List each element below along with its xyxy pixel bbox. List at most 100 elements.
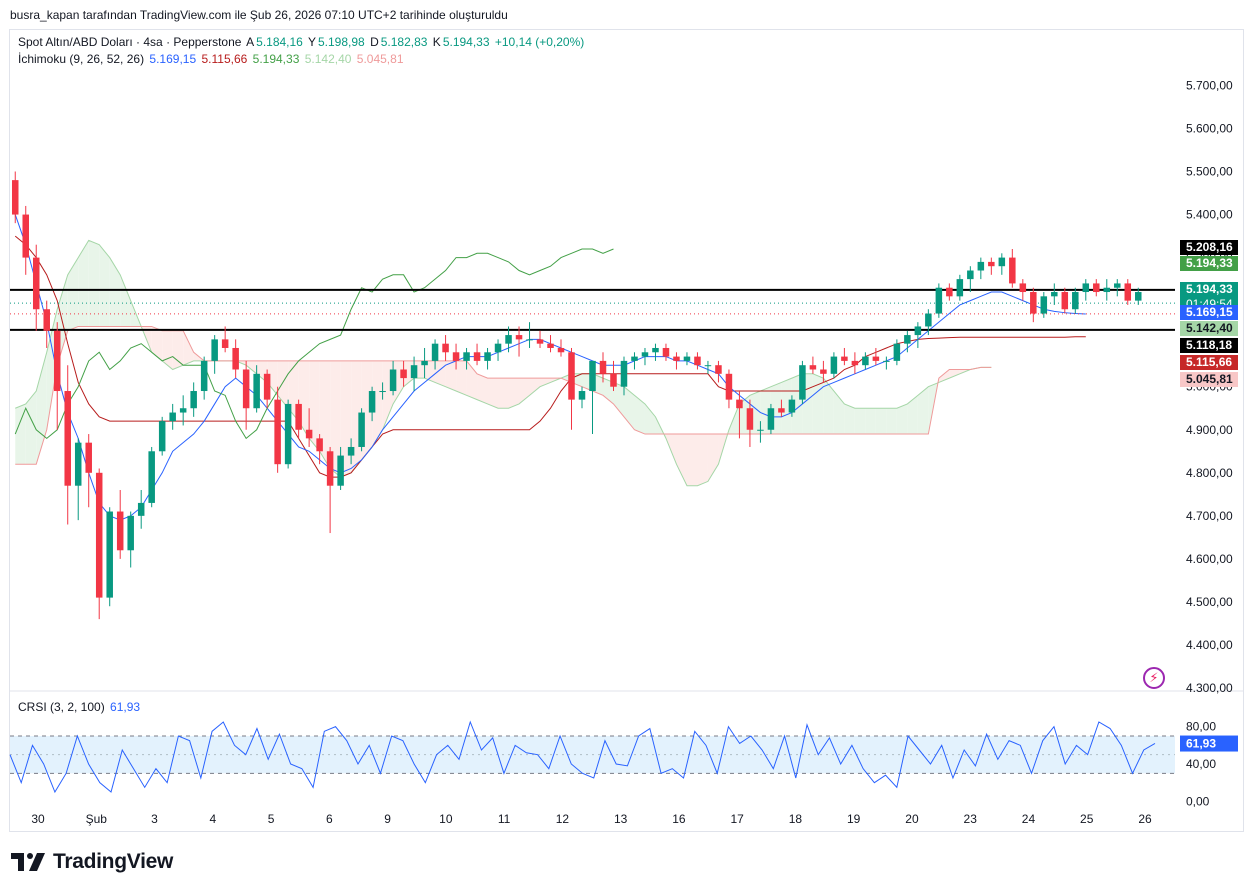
price-tag-label: 5.208,16: [1186, 240, 1233, 254]
cloud-segment: [686, 434, 698, 486]
candle-body: [337, 455, 344, 486]
candle-body: [116, 511, 124, 551]
candle-body: [1009, 257, 1016, 284]
candle-body: [316, 438, 323, 452]
cloud-segment: [246, 360, 257, 374]
cloud-segment: [267, 360, 278, 396]
candle-body: [830, 356, 838, 374]
x-tick-label: 25: [1080, 812, 1094, 826]
candle-body: [169, 412, 176, 422]
price-tag-label: 5.169,15: [1186, 305, 1233, 319]
candle-body: [662, 347, 670, 357]
low-label: D: [370, 35, 379, 49]
y-tick-label: 4.600,00: [1186, 552, 1233, 566]
y-tick-label: 5.600,00: [1186, 121, 1233, 135]
candle-body: [253, 373, 260, 409]
y-tick-label: 4.800,00: [1186, 466, 1233, 480]
candle-body: [1019, 283, 1027, 293]
candle-body: [578, 391, 586, 400]
cloud-segment: [896, 403, 908, 435]
candle-body: [242, 369, 250, 409]
crsi-value: 61,93: [110, 700, 141, 714]
candle-body: [158, 421, 166, 452]
x-tick-label: 20: [905, 812, 919, 826]
candle-body: [998, 257, 1006, 267]
candle-body: [652, 347, 659, 353]
candle-body: [295, 403, 302, 430]
candle-body: [32, 257, 40, 310]
candle-body: [43, 309, 50, 331]
cloud-segment: [907, 395, 918, 435]
cloud-segment: [78, 240, 89, 327]
candle-body: [326, 451, 334, 486]
x-tick-label: Şub: [86, 812, 108, 826]
x-tick-label: 10: [439, 812, 453, 826]
cloud-segment: [330, 360, 341, 478]
crsi-label[interactable]: CRSI (3, 2, 100): [18, 700, 105, 714]
chikou-line: [14, 248, 614, 440]
candle-body: [620, 360, 628, 387]
candle-body: [914, 326, 922, 336]
candle-body: [358, 412, 365, 447]
ichimoku-label[interactable]: İchimoku (9, 26, 52, 26): [18, 52, 145, 66]
candle-body: [851, 360, 859, 366]
x-tick-label: 16: [672, 812, 686, 826]
candle-body: [1040, 296, 1048, 314]
high-label: Y: [307, 35, 316, 49]
cloud-segment: [498, 378, 509, 409]
cloud-segment: [309, 360, 320, 452]
price-tag: [1180, 256, 1238, 271]
candle-body: [200, 360, 208, 392]
lightning-icon[interactable]: ⚡: [1143, 667, 1165, 689]
low-value: 5.182,83: [380, 35, 428, 49]
price-tag-label: 5.194,33: [1186, 282, 1233, 296]
candle-body: [526, 339, 533, 341]
candle-body: [410, 365, 418, 379]
cloud-segment: [172, 330, 184, 370]
candle-body: [274, 399, 281, 465]
cloud-segment: [823, 378, 834, 435]
price-tag: [1180, 305, 1238, 320]
price-tag: [1180, 338, 1238, 353]
cloud-segment: [540, 378, 551, 387]
candle-body: [179, 408, 187, 413]
candle-body: [736, 399, 743, 409]
candle-body: [190, 391, 197, 409]
candle-body: [904, 335, 911, 344]
y-tick-label: 4.400,00: [1186, 638, 1233, 652]
candle-body: [547, 343, 554, 348]
cloud-segment: [844, 403, 855, 435]
candle-body: [610, 373, 617, 387]
cloud-segment: [949, 369, 960, 379]
candle-body: [379, 391, 386, 393]
y-tick-label: 4.500,00: [1186, 595, 1233, 609]
open-label: A: [246, 35, 255, 49]
tradingview-logo[interactable]: TradingView: [11, 850, 173, 874]
cloud-segment: [456, 360, 467, 396]
cloud-segment: [67, 257, 79, 331]
candle-body: [673, 356, 680, 361]
cloud-segment: [833, 391, 845, 435]
price-tag-label: 5.045,81: [1186, 372, 1233, 386]
tradingview-logo-icon: [11, 853, 45, 871]
candle-body: [106, 511, 113, 598]
candle-body: [788, 399, 796, 413]
candle-body: [862, 356, 869, 366]
candle-body: [757, 429, 764, 431]
x-tick-label: 26: [1138, 812, 1152, 826]
y-tick-label: 4.900,00: [1186, 423, 1233, 437]
symbol-title[interactable]: Spot Altın/ABD Doları · 4sa · Pepperston…: [18, 35, 242, 49]
candle-body: [872, 356, 880, 361]
candle-body: [347, 446, 355, 456]
y-tick-label: 4.700,00: [1186, 509, 1233, 523]
price-tag: [1180, 355, 1238, 370]
cloud-segment: [886, 408, 897, 435]
x-tick-label: 3: [151, 812, 158, 826]
candle-body: [1114, 283, 1121, 288]
ichimoku-tenkan-value: 5.169,15: [149, 52, 197, 66]
cloud-segment: [529, 378, 541, 396]
candle-body: [74, 442, 82, 486]
candle-body: [967, 270, 974, 280]
candle-body: [799, 365, 806, 400]
